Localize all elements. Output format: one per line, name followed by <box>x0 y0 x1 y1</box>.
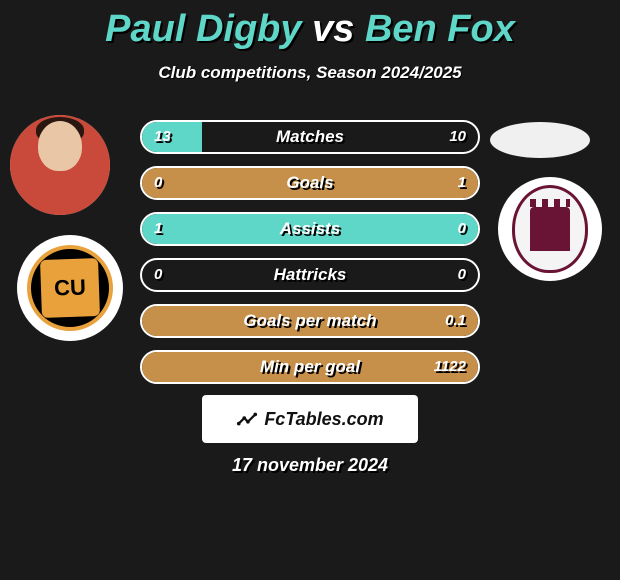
stat-row: 00Hattricks <box>140 258 480 292</box>
stat-row: 10Assists <box>140 212 480 246</box>
stat-label: Hattricks <box>142 260 478 290</box>
player1-photo <box>10 115 110 215</box>
stat-row: 0.1Goals per match <box>140 304 480 338</box>
stats-container: 1310Matches 01Goals 10Assists 00Hattricks 0.… <box>140 120 480 396</box>
player2-photo <box>490 122 590 158</box>
crest1-text: CU <box>40 258 100 318</box>
player1-club-crest: CU <box>17 235 123 341</box>
stat-label: Assists <box>142 214 478 244</box>
source-text: FcTables.com <box>264 409 383 430</box>
stat-row: 1122Min per goal <box>140 350 480 384</box>
stat-row: 01Goals <box>140 166 480 200</box>
stat-label: Matches <box>142 122 478 152</box>
stat-label: Goals <box>142 168 478 198</box>
player1-name: Paul Digby <box>105 8 301 50</box>
date-text: 17 november 2024 <box>0 455 620 476</box>
source-badge: FcTables.com <box>202 395 418 443</box>
chart-icon <box>236 408 258 430</box>
stat-label: Min per goal <box>142 352 478 382</box>
stat-row: 1310Matches <box>140 120 480 154</box>
stat-label: Goals per match <box>142 306 478 336</box>
vs-text: vs <box>312 8 354 50</box>
page-title: Paul Digby vs Ben Fox <box>0 0 620 51</box>
player2-club-crest <box>498 177 602 281</box>
subtitle: Club competitions, Season 2024/2025 <box>0 63 620 83</box>
player2-name: Ben Fox <box>365 8 515 50</box>
